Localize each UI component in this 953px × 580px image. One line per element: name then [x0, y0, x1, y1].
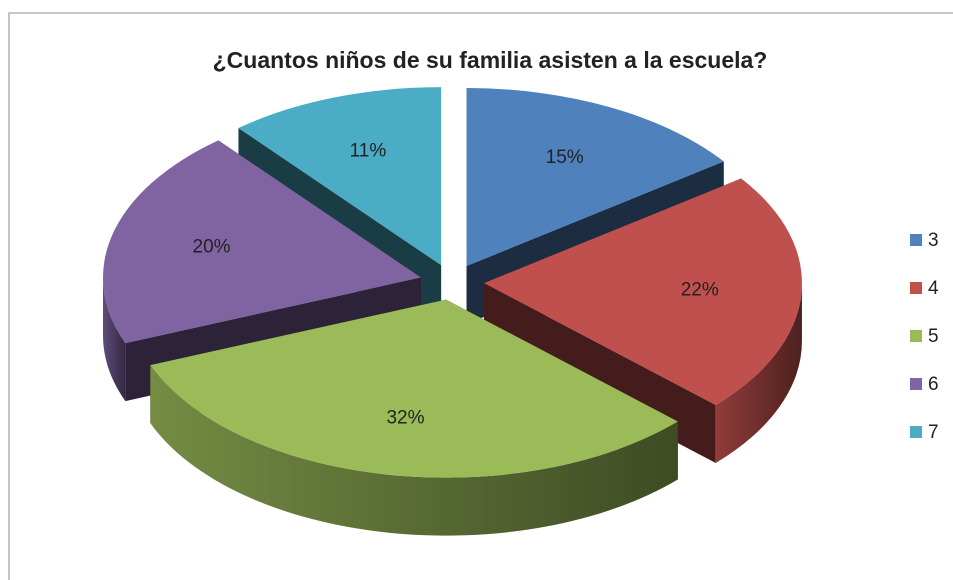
- legend-swatch: [910, 234, 922, 246]
- legend-swatch: [910, 378, 922, 390]
- legend-label: 5: [928, 326, 939, 347]
- legend-swatch: [910, 426, 922, 438]
- legend-label: 6: [928, 374, 939, 395]
- data-label: 15%: [546, 147, 584, 168]
- chart-title: ¿Cuantos niños de su familia asisten a l…: [213, 47, 768, 73]
- data-label: 32%: [386, 408, 424, 429]
- slice: [238, 87, 442, 266]
- slice-wall: [715, 283, 802, 463]
- data-label: 22%: [681, 280, 719, 301]
- slice: [466, 88, 724, 267]
- data-label: 20%: [193, 236, 231, 257]
- legend-swatch: [910, 330, 922, 342]
- slice: [483, 178, 802, 405]
- slice-wall: [103, 277, 126, 402]
- legend-label: 4: [928, 278, 939, 299]
- data-label: 11%: [350, 140, 387, 161]
- legend-swatch: [910, 282, 922, 294]
- legend-label: 7: [928, 422, 939, 443]
- slice: [103, 140, 422, 344]
- pie-tops: [103, 87, 802, 478]
- legend-label: 3: [928, 230, 939, 251]
- slice-wall: [150, 365, 678, 536]
- slice: [150, 299, 678, 478]
